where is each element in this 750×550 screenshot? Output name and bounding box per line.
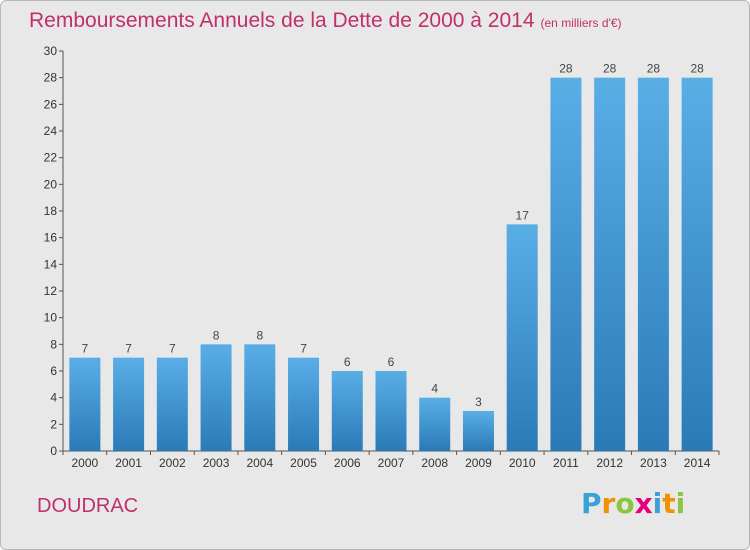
data-label: 28 <box>647 62 661 76</box>
y-tick-label: 2 <box>50 417 57 431</box>
data-label: 7 <box>82 342 89 356</box>
x-tick-label: 2014 <box>684 456 711 470</box>
y-tick-label: 10 <box>44 311 58 325</box>
x-tick-label: 2008 <box>421 456 448 470</box>
logo-letter: r <box>601 487 616 520</box>
data-label: 8 <box>256 328 263 342</box>
bar <box>594 77 626 452</box>
bar <box>156 357 188 451</box>
y-tick-label: 26 <box>44 97 58 111</box>
x-axis: 2000 2001 2002 2003 2004 2005 2006 2007 2008 2009… <box>62 450 720 470</box>
data-label: 7 <box>169 342 176 356</box>
x-tick-label: 2013 <box>640 456 667 470</box>
logo-letter: i <box>675 487 686 520</box>
bar <box>69 357 101 451</box>
y-tick-label: 16 <box>44 231 58 245</box>
y-tick-label: 30 <box>44 44 58 58</box>
logo-letter: t <box>662 487 676 520</box>
bar <box>419 397 451 451</box>
bar <box>200 344 232 451</box>
y-tick-label: 8 <box>50 337 57 351</box>
data-labels: 7 7 7 8 8 7 6 6 4 3 17 28 28 28 28 <box>82 62 705 409</box>
logo-letter: P <box>581 487 602 520</box>
chart-title: Remboursements Annuels de la Dette de 20… <box>29 9 622 33</box>
data-label: 28 <box>690 62 704 76</box>
data-label: 28 <box>603 62 617 76</box>
logo-letter: i <box>652 487 663 520</box>
y-tick-label: 20 <box>44 177 58 191</box>
bar <box>244 344 276 451</box>
x-tick-label: 2002 <box>159 456 186 470</box>
bars <box>69 77 713 452</box>
data-label: 3 <box>475 395 482 409</box>
data-label: 8 <box>213 328 220 342</box>
x-tick-label: 2010 <box>509 456 536 470</box>
bar <box>550 77 582 452</box>
y-tick-label: 6 <box>50 364 57 378</box>
bar <box>681 77 713 452</box>
x-tick-label: 2005 <box>290 456 317 470</box>
chart-subtitle: (en milliers d'€) <box>540 16 622 30</box>
x-tick-label: 2012 <box>596 456 623 470</box>
bar <box>637 77 669 452</box>
data-label: 4 <box>431 382 438 396</box>
logo-letter: o <box>615 487 635 520</box>
data-label: 7 <box>300 342 307 356</box>
bar <box>375 371 407 451</box>
y-tick-label: 14 <box>44 257 58 271</box>
y-tick-label: 12 <box>44 284 58 298</box>
y-tick-label: 0 <box>50 444 57 458</box>
x-tick-label: 2003 <box>203 456 230 470</box>
y-tick-label: 28 <box>44 71 58 85</box>
x-tick-label: 2001 <box>115 456 142 470</box>
bar <box>113 357 145 451</box>
data-label: 17 <box>516 208 530 222</box>
x-tick-label: 2000 <box>72 456 99 470</box>
bar <box>288 357 320 451</box>
y-tick-label: 22 <box>44 151 58 165</box>
x-tick-label: 2011 <box>553 456 579 470</box>
y-tick-label: 18 <box>44 204 58 218</box>
bar <box>506 224 538 451</box>
data-label: 7 <box>125 342 132 356</box>
logo-letter: x <box>634 487 653 520</box>
bar <box>331 371 363 451</box>
x-tick-label: 2004 <box>246 456 273 470</box>
data-label: 6 <box>388 355 395 369</box>
bar <box>462 411 494 451</box>
y-tick-label: 24 <box>44 124 58 138</box>
data-label: 6 <box>344 355 351 369</box>
y-tick-label: 4 <box>50 391 57 405</box>
data-label: 28 <box>559 62 573 76</box>
commune-name: DOUDRAC <box>37 495 139 517</box>
proxiti-logo[interactable]: Proxiti <box>581 487 685 520</box>
x-tick-label: 2006 <box>334 456 361 470</box>
x-tick-label: 2007 <box>378 456 405 470</box>
x-tick-label: 2009 <box>465 456 492 470</box>
title-text: Remboursements Annuels de la Dette de 20… <box>29 9 535 32</box>
